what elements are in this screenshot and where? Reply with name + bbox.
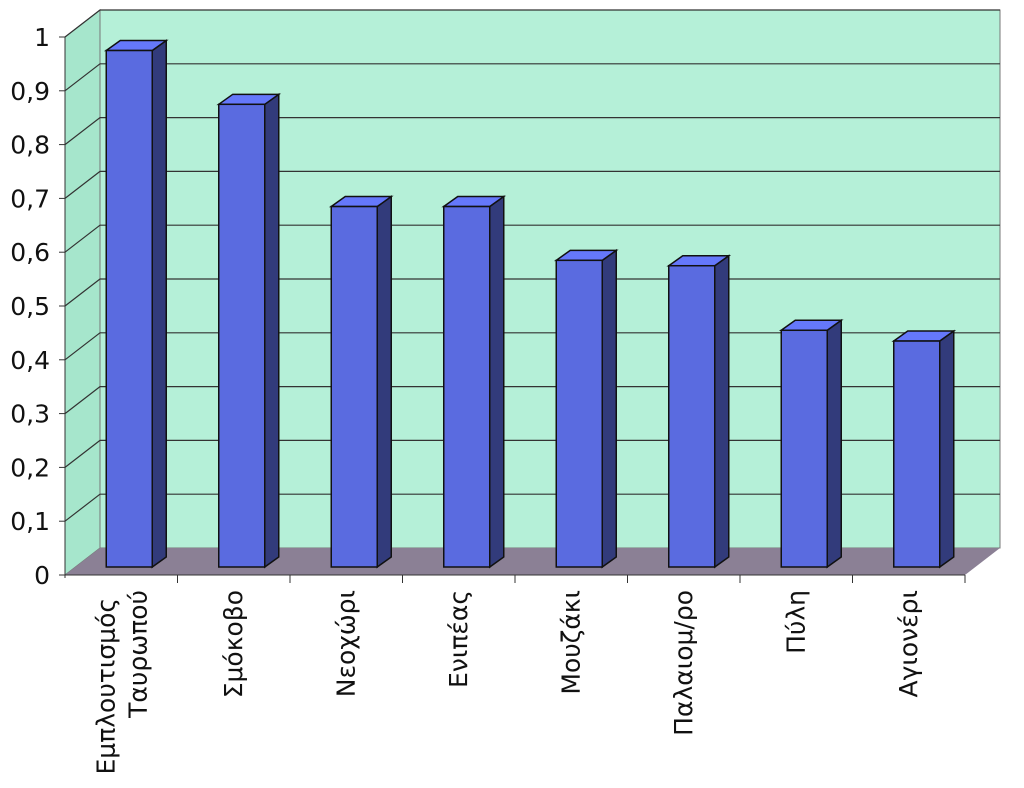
x-tick-label-line: Μουζάκι [556,590,585,695]
y-tick-label: 0,2 [10,453,50,482]
y-tick-label: 0,1 [10,507,50,536]
bar-side [489,195,505,569]
x-tick-label: Εμπλουτισμός Ταυρωπού [91,590,152,775]
bar [103,39,169,569]
bar-side [714,254,730,569]
grid-line [64,63,1000,92]
y-tick-label: 1 [34,23,50,52]
bar-front [893,340,941,568]
x-tick-label-line: Νεοχώρι [331,590,360,697]
bar-front [105,49,153,568]
grid-line [64,224,1000,253]
y-tick-label: 0,6 [10,238,50,267]
y-tick-label: 0,7 [10,184,50,213]
bar [553,248,619,569]
x-tick-label-line: Αγιονέρι [894,590,923,697]
bar-side [376,195,392,569]
x-tick-label-line: Πύλη [781,590,810,654]
bar [441,195,507,569]
bar [778,318,844,569]
bar-front [218,103,266,568]
bar-side [264,92,280,569]
bar-front [780,329,828,568]
x-tick-label: Νεοχώρι [331,590,360,697]
y-tick-label: 0,4 [10,346,50,375]
x-tick-label: Ενιπέας [444,590,473,688]
bar-side [601,248,617,569]
x-tick-label: Παλαιομ/ρο [669,590,698,736]
bar [328,195,394,569]
grid-line [64,9,1000,38]
x-tick-label-line: Ταυρωπού [123,590,152,719]
bar-front [330,205,378,568]
y-tick-label: 0,5 [10,292,50,321]
x-tick-label-line: Ενιπέας [444,590,473,688]
grid-line [64,116,1000,146]
floor [65,548,1000,575]
x-tick-label: Πύλη [781,590,810,654]
x-tick-label-line: Εμπλουτισμός [91,590,120,775]
bar-front [555,259,603,568]
y-tick-label: 0,9 [10,77,50,106]
x-tick-label: Αγιονέρι [894,590,923,697]
bar-front [443,205,491,568]
y-tick-label: 0,3 [10,400,50,429]
x-tick-label: Μουζάκι [556,590,585,695]
bar-side [151,39,167,569]
y-tick-label: 0,8 [10,131,50,160]
x-tick-label-line: Παλαιομ/ρο [669,590,698,736]
bar-side [826,318,842,569]
bar-side [939,329,955,569]
grid-line [64,170,1000,199]
x-tick-label-line: Σμόκοβο [219,590,248,698]
bar-front [668,264,716,568]
x-tick-label: Σμόκοβο [219,590,248,698]
y-tick-label: 0 [34,561,50,590]
bar [666,254,732,569]
bar [891,329,957,569]
bar [216,92,282,569]
